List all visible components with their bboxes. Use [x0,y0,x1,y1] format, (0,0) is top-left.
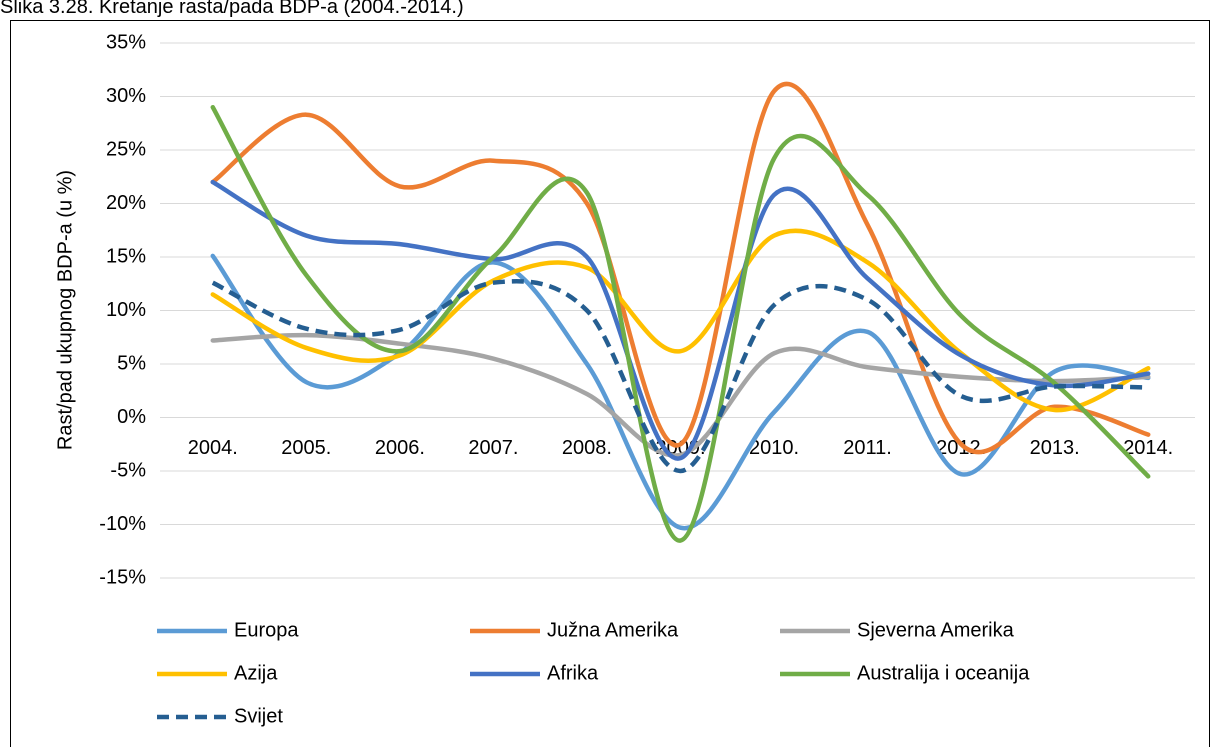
y-tick-label: 25% [106,138,146,160]
legend-label: Afrika [547,662,599,684]
x-tick-label: 2007. [468,437,518,459]
y-tick-label: -10% [99,513,146,535]
series-line [210,104,1151,543]
chart-border [10,20,1210,747]
y-tick-label: -15% [99,566,146,588]
x-tick-label: 2014. [1123,437,1173,459]
series-line [211,279,1149,474]
x-tick-label: 2005. [281,437,331,459]
x-tick-label: 2011. [843,437,892,459]
y-tick-label: 30% [106,85,146,107]
x-tick-label: 2008. [562,437,612,459]
legend-label: Svijet [234,705,283,727]
series-line [210,253,1151,531]
legend-label: Sjeverna Amerika [857,619,1015,641]
legend-label: Južna Amerika [547,619,679,641]
x-tick-label: 2013. [1030,437,1080,459]
series-line [210,228,1151,413]
y-axis-label: Rast/pad ukupnog BDP-a (u %) [54,170,76,450]
series-line [210,81,1151,455]
series-line [210,332,1151,458]
legend-label: Europa [234,619,299,641]
y-tick-label: -5% [110,459,146,481]
y-tick-label: 5% [117,352,146,374]
x-tick-label: 2006. [375,437,425,459]
series-line [210,179,1151,461]
x-tick-label: 2012. [936,437,986,459]
y-tick-label: 15% [106,245,146,267]
legend-label: Australija i oceanija [857,662,1030,684]
y-tick-label: 35% [106,31,146,53]
y-tick-label: 10% [106,299,146,321]
chart-title: Slika 3.28. Kretanje rasta/pada BDP-a (2… [0,0,464,18]
x-tick-label: 2010. [749,437,799,459]
y-tick-label: 0% [117,406,146,428]
x-tick-label: 2004. [188,437,238,459]
legend-label: Azija [234,662,278,684]
y-tick-label: 20% [106,192,146,214]
